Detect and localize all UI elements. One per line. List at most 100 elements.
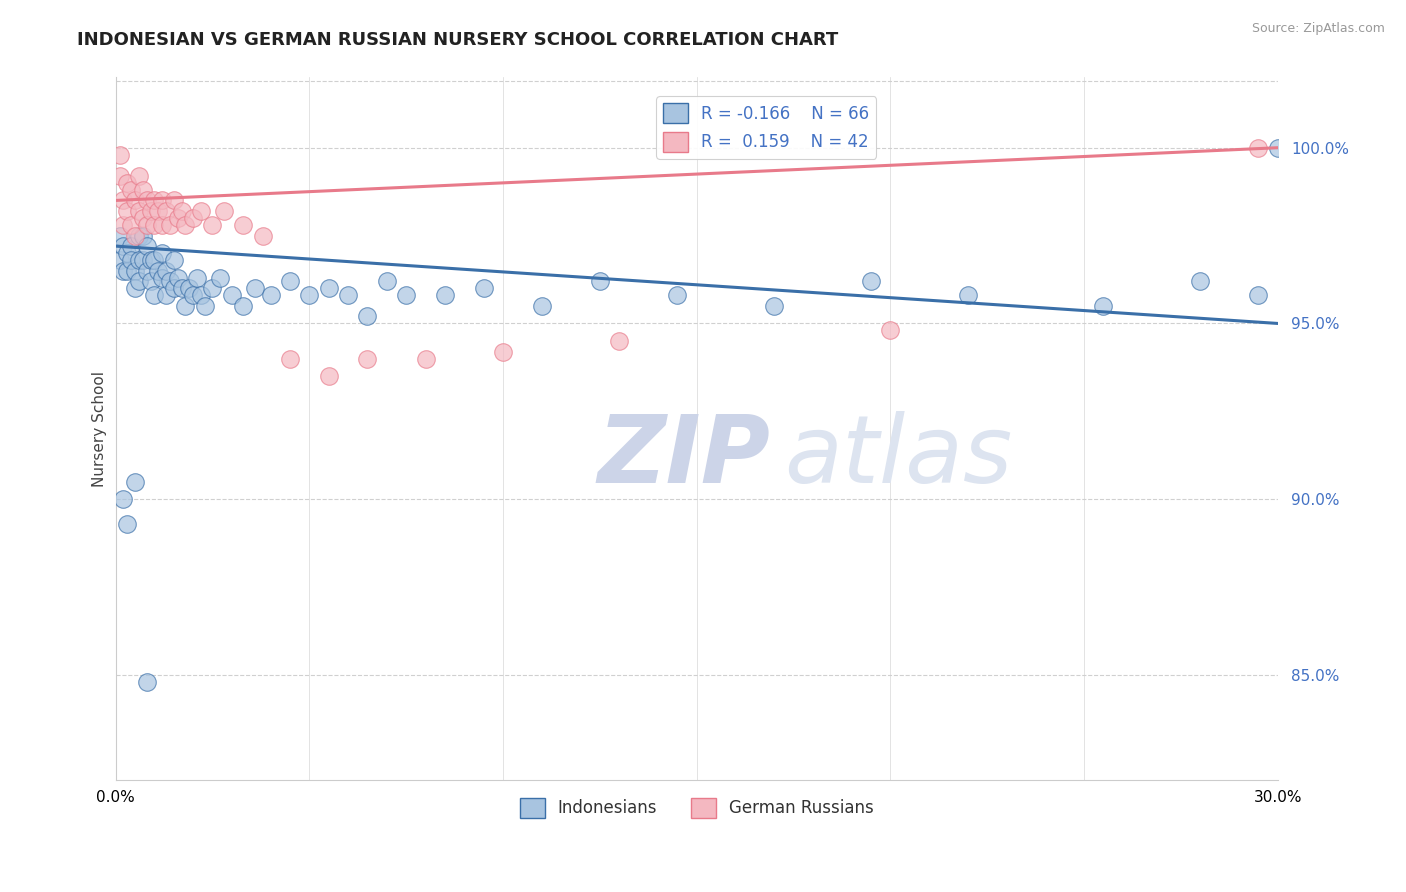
Point xyxy=(163,194,186,208)
Point xyxy=(1092,299,1115,313)
Point xyxy=(117,246,139,260)
Point xyxy=(181,288,204,302)
Point xyxy=(148,204,170,219)
Point xyxy=(132,211,155,225)
Point xyxy=(666,288,689,302)
Point xyxy=(879,323,901,337)
Point xyxy=(112,194,135,208)
Point xyxy=(163,281,186,295)
Text: ZIP: ZIP xyxy=(598,411,770,503)
Text: atlas: atlas xyxy=(783,411,1012,502)
Point xyxy=(120,239,142,253)
Point xyxy=(607,334,630,348)
Y-axis label: Nursery School: Nursery School xyxy=(93,371,107,487)
Point xyxy=(155,204,177,219)
Point xyxy=(108,228,131,243)
Point xyxy=(139,204,162,219)
Point xyxy=(221,288,243,302)
Point xyxy=(117,176,139,190)
Point xyxy=(166,211,188,225)
Point xyxy=(108,253,131,268)
Point xyxy=(278,274,301,288)
Point xyxy=(209,270,232,285)
Point xyxy=(243,281,266,295)
Point xyxy=(150,246,173,260)
Point xyxy=(318,281,340,295)
Point xyxy=(112,218,135,232)
Point xyxy=(117,264,139,278)
Point xyxy=(179,281,201,295)
Point xyxy=(763,299,786,313)
Point xyxy=(128,253,150,268)
Point xyxy=(128,274,150,288)
Point xyxy=(1189,274,1212,288)
Point xyxy=(112,264,135,278)
Point xyxy=(143,194,166,208)
Point xyxy=(170,281,193,295)
Point xyxy=(589,274,612,288)
Point xyxy=(337,288,360,302)
Point xyxy=(174,299,197,313)
Point xyxy=(112,239,135,253)
Point xyxy=(859,274,882,288)
Point xyxy=(159,274,181,288)
Point xyxy=(120,253,142,268)
Point xyxy=(318,369,340,384)
Point xyxy=(174,218,197,232)
Point xyxy=(117,516,139,531)
Point xyxy=(135,674,157,689)
Point xyxy=(108,147,131,161)
Point xyxy=(128,228,150,243)
Point xyxy=(194,299,217,313)
Point xyxy=(375,274,398,288)
Point xyxy=(1267,141,1289,155)
Point xyxy=(124,264,146,278)
Point xyxy=(298,288,321,302)
Point xyxy=(190,204,212,219)
Point xyxy=(159,218,181,232)
Point xyxy=(143,218,166,232)
Point xyxy=(1247,141,1270,155)
Point xyxy=(117,204,139,219)
Point xyxy=(395,288,418,302)
Point xyxy=(132,183,155,197)
Point xyxy=(139,253,162,268)
Point xyxy=(415,351,437,366)
Point xyxy=(232,299,254,313)
Point xyxy=(201,218,224,232)
Point xyxy=(124,228,146,243)
Point xyxy=(128,169,150,183)
Point xyxy=(356,310,378,324)
Point xyxy=(128,204,150,219)
Point xyxy=(143,253,166,268)
Point xyxy=(1247,288,1270,302)
Point xyxy=(530,299,553,313)
Point xyxy=(135,194,157,208)
Point xyxy=(259,288,281,302)
Point xyxy=(186,270,208,285)
Point xyxy=(163,253,186,268)
Point xyxy=(112,492,135,507)
Point xyxy=(150,218,173,232)
Point xyxy=(124,475,146,489)
Point xyxy=(108,169,131,183)
Point xyxy=(143,288,166,302)
Point xyxy=(139,274,162,288)
Point xyxy=(135,239,157,253)
Point xyxy=(155,288,177,302)
Point xyxy=(135,264,157,278)
Point xyxy=(181,211,204,225)
Point xyxy=(148,264,170,278)
Point xyxy=(120,218,142,232)
Text: INDONESIAN VS GERMAN RUSSIAN NURSERY SCHOOL CORRELATION CHART: INDONESIAN VS GERMAN RUSSIAN NURSERY SCH… xyxy=(77,31,838,49)
Point xyxy=(278,351,301,366)
Point xyxy=(492,344,515,359)
Point xyxy=(433,288,456,302)
Point xyxy=(232,218,254,232)
Point xyxy=(170,204,193,219)
Point xyxy=(120,183,142,197)
Point xyxy=(212,204,235,219)
Point xyxy=(150,194,173,208)
Point xyxy=(166,270,188,285)
Point xyxy=(124,281,146,295)
